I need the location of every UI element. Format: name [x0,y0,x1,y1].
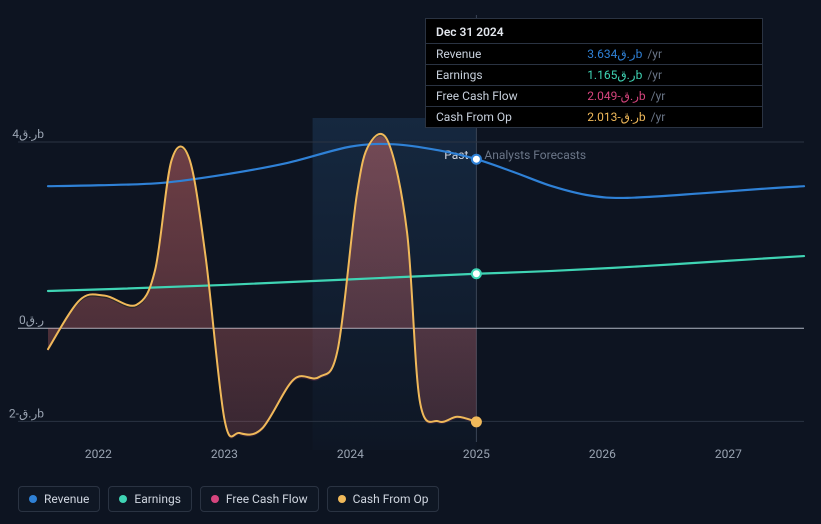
legend-item-free-cash-flow[interactable]: Free Cash Flow [200,486,319,512]
chart-tooltip: Dec 31 2024 Revenueر.ق3.634b /yrEarnings… [425,18,763,128]
series-marker-revenue [472,155,481,164]
tooltip-date: Dec 31 2024 [426,25,762,43]
legend-item-cash-from-op[interactable]: Cash From Op [327,486,440,512]
legend-dot-icon [338,495,346,503]
tooltip-row-label: Free Cash Flow [426,86,577,107]
tooltip-table: Revenueر.ق3.634b /yrEarningsر.ق1.165b /y… [426,43,762,127]
svg-text:ر.ق4b: ر.ق4b [12,127,44,141]
tooltip-row-value: ر.ق1.165b /yr [577,65,762,86]
chart-legend: Revenue Earnings Free Cash Flow Cash From O… [18,486,439,512]
tooltip-row-value: ر.ق-2.049b /yr [577,86,762,107]
svg-text:ر.ق0: ر.ق0 [19,313,44,327]
legend-item-earnings[interactable]: Earnings [108,486,192,512]
legend-item-revenue[interactable]: Revenue [18,486,100,512]
legend-label: Revenue [44,492,89,506]
tooltip-row-value: ر.ق-2.013b /yr [577,107,762,128]
svg-text:ر.ق-2b: ر.ق-2b [9,406,44,420]
svg-text:2025: 2025 [463,447,490,461]
tooltip-row: Revenueر.ق3.634b /yr [426,44,762,65]
legend-dot-icon [211,495,219,503]
legend-dot-icon [119,495,127,503]
tooltip-row: Cash From Opر.ق-2.013b /yr [426,107,762,128]
legend-label: Earnings [134,492,181,506]
tooltip-row: Free Cash Flowر.ق-2.049b /yr [426,86,762,107]
svg-text:Analysts Forecasts: Analysts Forecasts [484,148,586,162]
tooltip-row-label: Earnings [426,65,577,86]
svg-text:2023: 2023 [211,447,238,461]
series-marker-cash-from-op [472,417,481,426]
svg-text:2026: 2026 [589,447,616,461]
legend-label: Free Cash Flow [226,492,308,506]
svg-text:2022: 2022 [85,447,112,461]
tooltip-row-value: ر.ق3.634b /yr [577,44,762,65]
tooltip-row-label: Cash From Op [426,107,577,128]
financials-chart: ر.ق-2bر.ق0ر.ق4b202220232024202520262027P… [0,0,821,524]
tooltip-row-label: Revenue [426,44,577,65]
svg-text:2027: 2027 [715,447,742,461]
tooltip-row: Earningsر.ق1.165b /yr [426,65,762,86]
svg-text:2024: 2024 [337,447,364,461]
series-marker-earnings [472,269,481,278]
legend-label: Cash From Op [353,492,429,506]
legend-dot-icon [29,495,37,503]
